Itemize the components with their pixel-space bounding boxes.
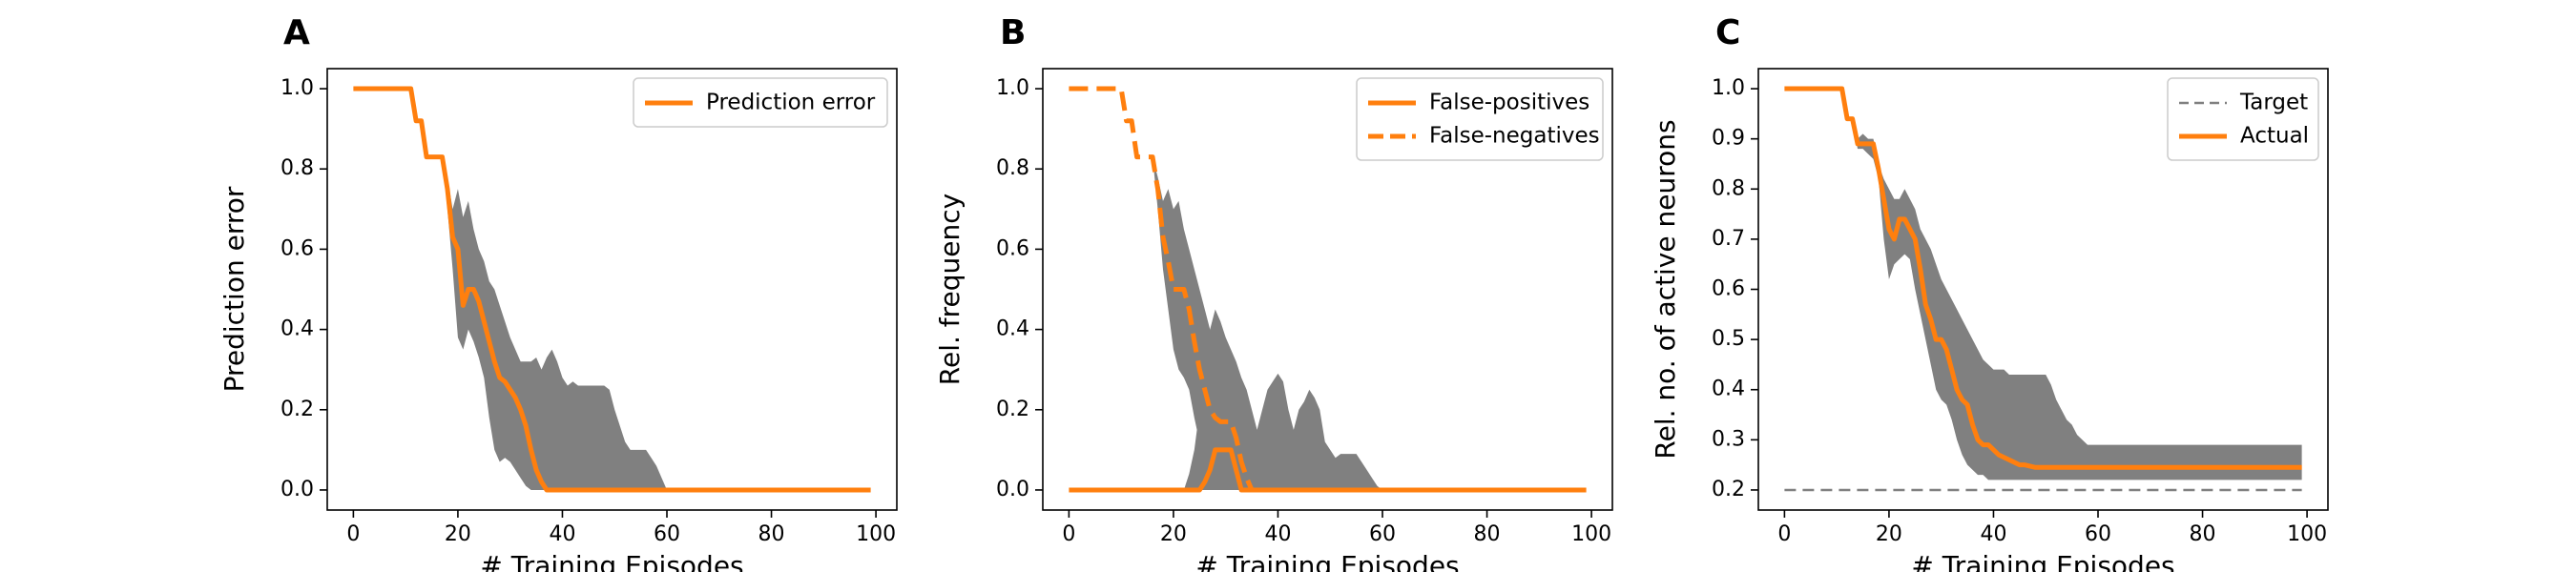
panel-letter: A xyxy=(283,13,310,52)
series-line-0 xyxy=(1069,447,1587,493)
y-tick-label: 0.7 xyxy=(1712,227,1745,251)
y-axis-label: Rel. no. of active neurons xyxy=(1650,119,1681,459)
y-tick-label: 0.8 xyxy=(1712,176,1745,200)
legend-label: Prediction error xyxy=(706,91,876,115)
x-tick-label: 100 xyxy=(1571,522,1611,546)
y-tick-label: 0.0 xyxy=(280,478,314,501)
confidence-band-1 xyxy=(1069,89,1263,490)
series-line-0 xyxy=(353,86,871,493)
y-axis-label: Prediction error xyxy=(218,186,250,392)
panel-letter: B xyxy=(1000,13,1026,52)
y-tick-label: 0.4 xyxy=(1712,378,1745,401)
x-tick-label: 0 xyxy=(1777,522,1791,546)
x-tick-label: 40 xyxy=(1264,522,1291,546)
x-tick-label: 80 xyxy=(1474,522,1501,546)
y-tick-label: 0.8 xyxy=(280,156,314,180)
x-axis-label: # Training Episodes xyxy=(480,550,743,572)
legend-label: False-negatives xyxy=(1429,124,1600,149)
panel-c: C 0 20 40 60 80 100 0.2 0.3 0.4 0.5 0.6 0.7 0.8 0.9 1.0… xyxy=(1650,13,2329,572)
x-tick-label: 80 xyxy=(758,522,785,546)
legend: Prediction error xyxy=(633,77,888,128)
confidence-band xyxy=(353,89,871,490)
x-tick-label: 20 xyxy=(1160,522,1187,546)
y-tick-label: 1.0 xyxy=(280,76,314,100)
confidence-band xyxy=(1784,89,2302,480)
legend-box xyxy=(1356,77,1604,161)
y-tick-label: 0.6 xyxy=(996,236,1029,260)
x-tick-label: 40 xyxy=(1980,522,2006,546)
panel-a: A 0 20 40 60 80 100 0.0 0.2 0.4 0.6 0.8 1.0 # Trainin… xyxy=(218,13,898,572)
y-tick-label: 0.5 xyxy=(1712,327,1745,351)
x-tick-label: 40 xyxy=(549,522,575,546)
series-line-1 xyxy=(1069,86,1263,493)
y-tick-label: 0.0 xyxy=(996,478,1029,501)
series-line-1 xyxy=(1784,86,2302,470)
x-axis-label: # Training Episodes xyxy=(1195,550,1459,572)
x-tick-label: 0 xyxy=(1062,522,1075,546)
y-tick-label: 0.8 xyxy=(996,156,1029,180)
y-tick-label: 0.4 xyxy=(996,317,1029,341)
legend-label: False-positives xyxy=(1429,91,1589,115)
y-tick-label: 0.9 xyxy=(1712,127,1745,151)
y-tick-label: 0.2 xyxy=(996,398,1029,421)
y-tick-label: 0.6 xyxy=(280,236,314,260)
x-tick-label: 60 xyxy=(1369,522,1396,546)
panel-letter: C xyxy=(1715,13,1740,52)
x-tick-label: 80 xyxy=(2190,522,2216,546)
x-tick-label: 0 xyxy=(346,522,360,546)
x-tick-label: 100 xyxy=(2287,522,2327,546)
panel-b: B 0 20 40 60 80 100 0.0 0.2 0.4 0.6 0.8 1.0 # Trainin… xyxy=(934,13,1613,572)
confidence-band-0 xyxy=(1069,309,1587,490)
x-tick-label: 60 xyxy=(654,522,680,546)
legend: Target Actual xyxy=(2167,77,2319,161)
y-tick-label: 0.3 xyxy=(1712,427,1745,451)
plot-frame xyxy=(1042,68,1613,511)
y-tick-label: 0.2 xyxy=(1712,478,1745,501)
y-tick-label: 0.4 xyxy=(280,317,314,341)
x-tick-label: 100 xyxy=(856,522,896,546)
x-tick-label: 20 xyxy=(445,522,471,546)
y-tick-label: 0.2 xyxy=(280,398,314,421)
legend-box xyxy=(2167,77,2319,161)
plot-frame xyxy=(326,68,898,511)
legend-label: Actual xyxy=(2240,124,2309,149)
legend: False-positives False-negatives xyxy=(1356,77,1604,161)
x-tick-label: 60 xyxy=(2085,522,2111,546)
y-tick-label: 1.0 xyxy=(1712,76,1745,100)
legend-box xyxy=(633,77,888,128)
x-tick-label: 20 xyxy=(1876,522,1902,546)
y-axis-label: Rel. frequency xyxy=(934,194,966,385)
y-tick-label: 1.0 xyxy=(996,76,1029,100)
y-tick-label: 0.6 xyxy=(1712,277,1745,301)
x-axis-label: # Training Episodes xyxy=(1911,550,2174,572)
legend-label: Target xyxy=(2239,91,2308,115)
